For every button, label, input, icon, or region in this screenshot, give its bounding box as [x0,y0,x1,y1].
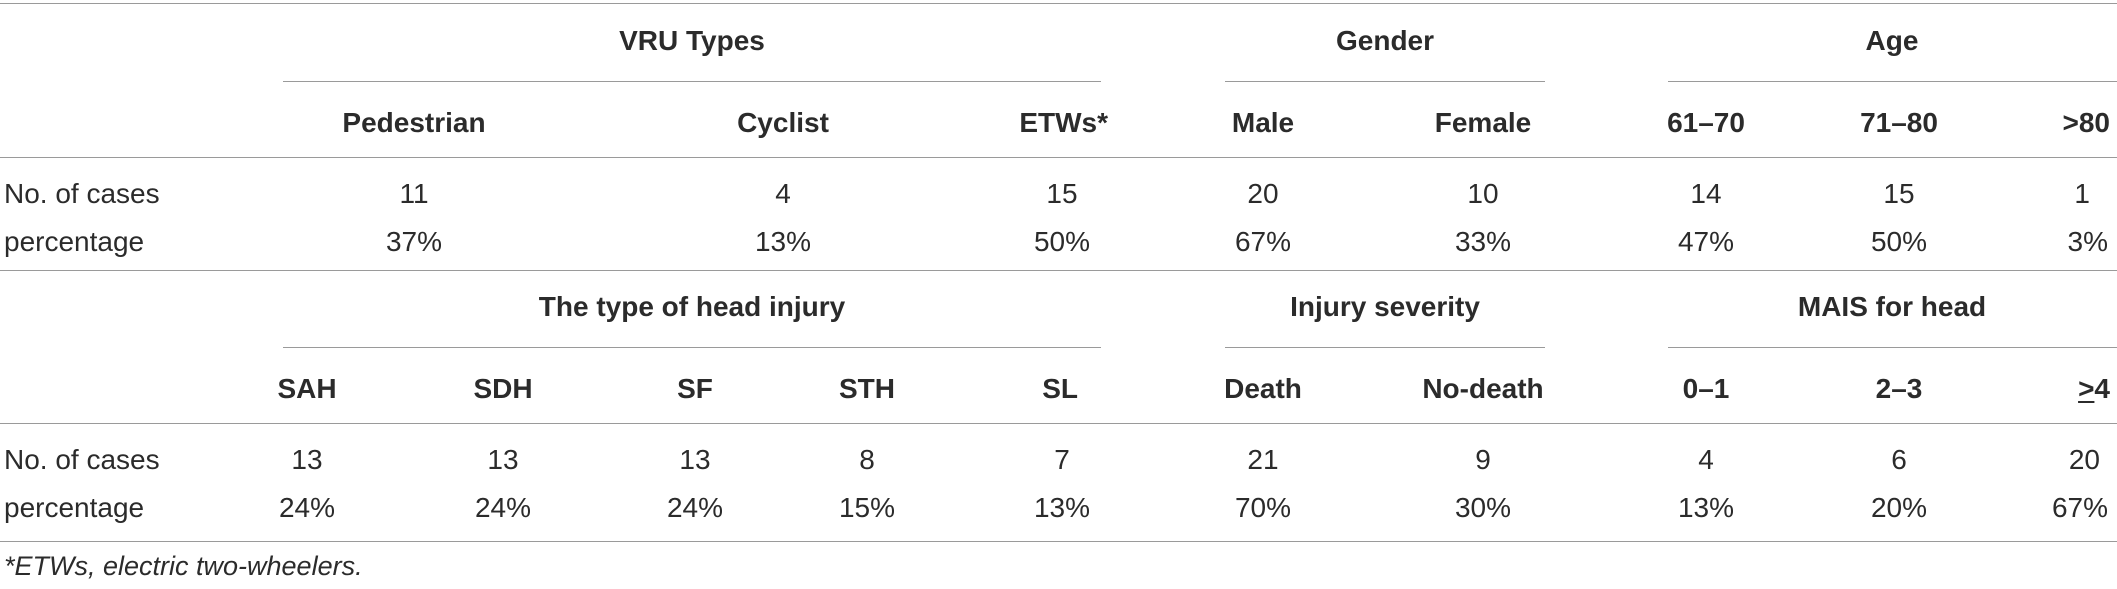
cell-mais-4-plus-pct: 67% [2051,492,2108,523]
col-header-male: Male [1231,107,1295,138]
group-underline-severity [1225,347,1545,348]
cell-age-61-70-pct: 47% [1677,226,1735,257]
cell-mais-2-3-pct: 20% [1870,492,1928,523]
cell-sl-pct: 13% [1033,492,1091,523]
cell-mais-2-3-cases: 6 [1891,444,1907,475]
cell-pedestrian-pct: 37% [385,226,443,257]
group-header-mais-head: MAIS for head [1797,291,1987,322]
group-header-injury-severity: Injury severity [1290,291,1480,322]
row-label-cases-2: No. of cases [4,444,160,475]
cell-sth-cases: 8 [859,444,875,475]
col-header-sah: SAH [277,373,337,404]
col-header-etws: ETWs* [1019,107,1108,138]
cell-etws-pct: 50% [1033,226,1091,257]
group-header-age: Age [1865,25,1919,56]
cell-age-71-80-cases: 15 [1883,178,1915,209]
col-header-mais-0-1: 0–1 [1682,373,1730,404]
col-header-sl: SL [1042,373,1078,404]
col-header-mais-4-value: 4 [2094,373,2110,404]
cell-age-over-80-cases: 1 [2074,178,2090,209]
cell-mais-4-plus-cases: 20 [2068,444,2100,475]
row-label-percentage-2: percentage [4,492,145,523]
cell-age-over-80-pct: 3% [2067,226,2108,257]
cell-sdh-cases: 13 [487,444,519,475]
section-divider-rule [0,270,2117,271]
col-header-death: Death [1224,373,1302,404]
cell-death-pct: 70% [1234,492,1292,523]
group-underline-gender [1225,81,1545,82]
cell-mais-0-1-pct: 13% [1677,492,1735,523]
cell-sth-pct: 15% [838,492,896,523]
cell-cyclist-pct: 13% [754,226,812,257]
cell-sah-cases: 13 [291,444,323,475]
row-label-percentage: percentage [4,226,145,257]
table-footnote: *ETWs, electric two-wheelers. [4,551,363,581]
col-header-age-over-80: >80 [2062,107,2111,138]
col-header-sdh: SDH [473,373,533,404]
cell-sdh-pct: 24% [474,492,532,523]
header-bottom-rule-2 [0,423,2117,424]
cell-female-cases: 10 [1467,178,1499,209]
cell-no-death-pct: 30% [1454,492,1512,523]
cell-male-cases: 20 [1247,178,1279,209]
greater-or-equal-sign: > [2078,373,2095,404]
cell-sah-pct: 24% [278,492,336,523]
col-header-pedestrian: Pedestrian [342,107,486,138]
col-header-mais-2-3: 2–3 [1875,373,1923,404]
cell-death-cases: 21 [1247,444,1279,475]
cell-pedestrian-cases: 11 [399,178,429,209]
cell-female-pct: 33% [1454,226,1512,257]
col-header-cyclist: Cyclist [737,107,829,138]
cell-sl-cases: 7 [1054,444,1070,475]
col-header-sf: SF [677,373,713,404]
table-bottom-rule [0,541,2117,542]
cell-male-pct: 67% [1234,226,1292,257]
cell-age-61-70-cases: 14 [1690,178,1722,209]
header-bottom-rule-1 [0,157,2117,158]
col-header-mais-4-plus: >4 [2078,372,2110,406]
cell-sf-pct: 24% [666,492,724,523]
group-underline-mais [1668,347,2117,348]
cell-etws-cases: 15 [1046,178,1078,209]
group-header-head-injury: The type of head injury [538,291,846,322]
group-underline-vru [283,81,1101,82]
group-underline-age [1668,81,2117,82]
table-top-rule [0,3,2117,4]
col-header-no-death: No-death [1422,373,1544,404]
cell-age-71-80-pct: 50% [1870,226,1928,257]
cell-sf-cases: 13 [679,444,711,475]
row-label-cases: No. of cases [4,178,160,209]
group-header-gender: Gender [1335,25,1435,56]
group-header-vru-types: VRU Types [619,25,765,56]
col-header-age-71-80: 71–80 [1860,107,1938,138]
col-header-age-61-70: 61–70 [1667,107,1745,138]
cell-mais-0-1-cases: 4 [1698,444,1714,475]
cell-no-death-cases: 9 [1475,444,1491,475]
col-header-sth: STH [839,373,895,404]
cell-cyclist-cases: 4 [775,178,791,209]
col-header-female: Female [1434,107,1532,138]
group-underline-head-injury [283,347,1101,348]
